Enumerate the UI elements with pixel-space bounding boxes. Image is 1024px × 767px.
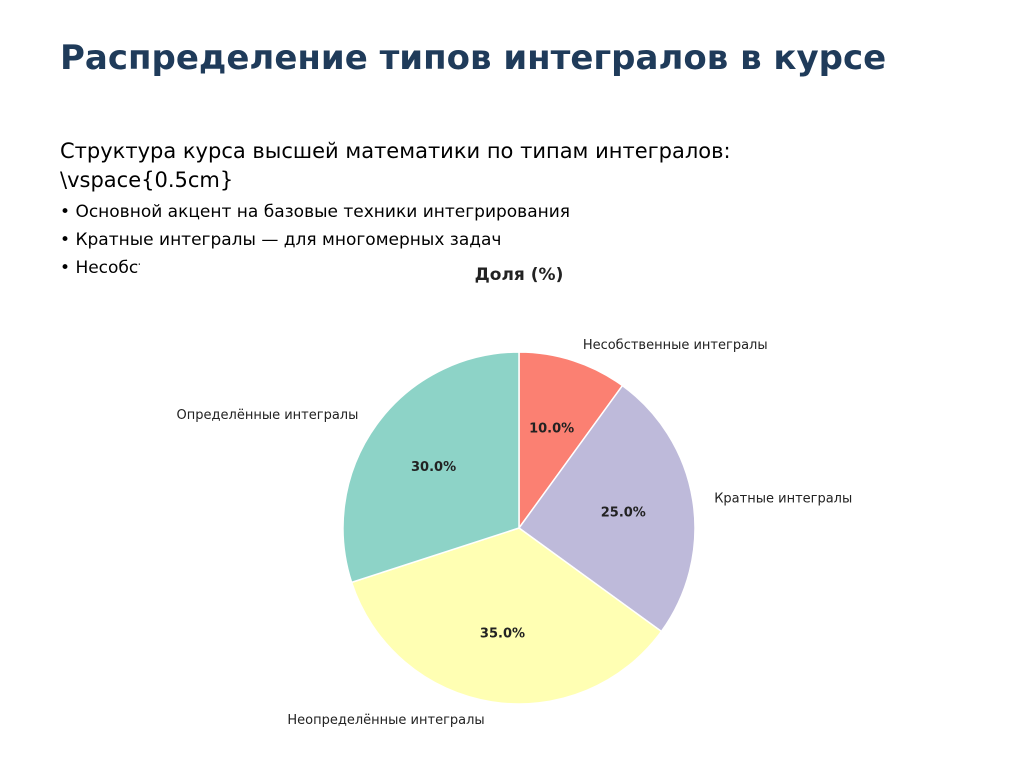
pie-slice-0: [518, 351, 624, 531]
pie-labels: 10.0% Несобственные интегралы 25.0% Кратные…: [177, 338, 853, 728]
slice-percent-label: 30.0%: [411, 460, 456, 475]
pie-chart-svg: Доля (%) 10.0% Несобственные интегралы 25.…: [177, 265, 853, 728]
pie-slice-1: [517, 384, 696, 633]
bullet-item: Несобст: [60, 254, 760, 282]
slide-title: Распределение типов интегралов в курсе: [60, 38, 887, 78]
bullet-item: Кратные интегралы — для многомерных зада…: [60, 226, 760, 254]
vspace-command-text: \vspace{0.5cm}: [60, 168, 234, 192]
slice-percent-label: 25.0%: [601, 505, 646, 520]
slice-percent-label: 10.0%: [529, 422, 574, 437]
intro-text: Структура курса высшей математики по тип…: [60, 139, 731, 163]
slice-category-label: Кратные интегралы: [714, 492, 852, 507]
slide-body: Структура курса высшей математики по тип…: [60, 136, 760, 282]
slice-category-label: Определённые интегралы: [177, 408, 359, 423]
chart-title: Доля (%): [475, 265, 564, 285]
bullet-item: Основной акцент на базовые техники интег…: [60, 198, 760, 226]
slice-category-label: Неопределённые интегралы: [287, 713, 484, 728]
bullet-list: Основной акцент на базовые техники интег…: [60, 198, 760, 282]
pie-slices: [342, 351, 696, 705]
pie-chart: Доля (%) 10.0% Несобственные интегралы 25.…: [140, 250, 900, 750]
slice-percent-label: 35.0%: [480, 626, 525, 641]
pie-slice-2: [350, 527, 663, 705]
pie-slice-3: [342, 351, 520, 584]
slice-category-label: Несобственные интегралы: [583, 338, 768, 353]
